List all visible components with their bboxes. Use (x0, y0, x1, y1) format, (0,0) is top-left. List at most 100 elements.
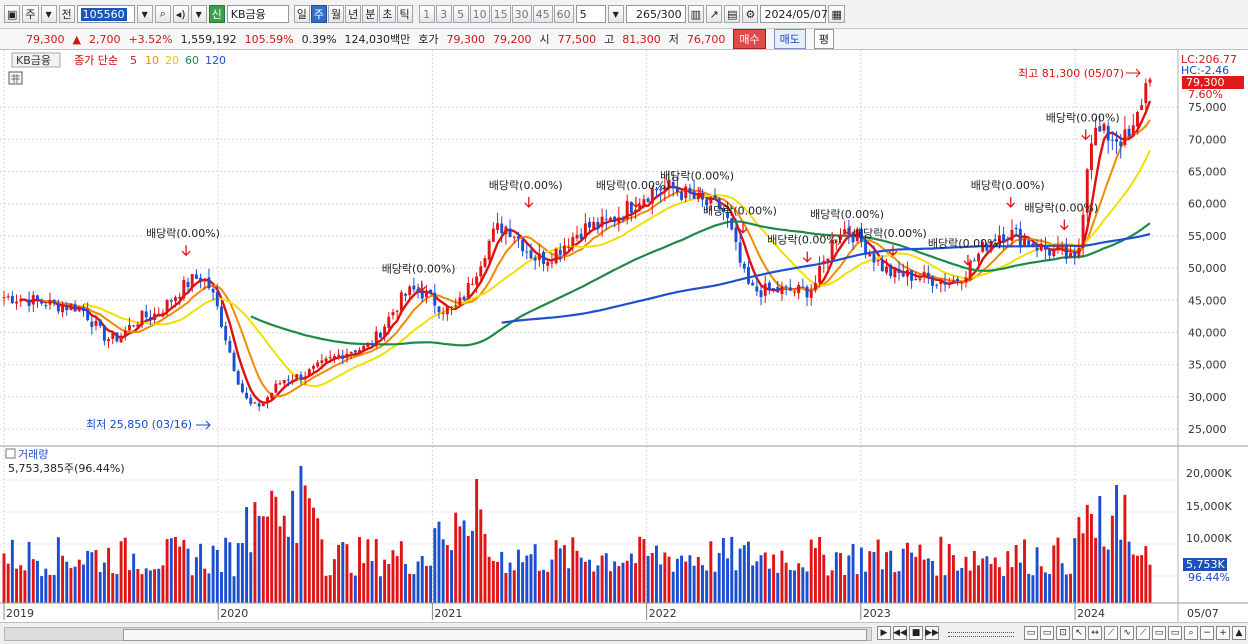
scrollbar-thumb[interactable] (123, 629, 867, 641)
candle-body (885, 266, 888, 273)
table-icon[interactable] (8, 71, 23, 85)
plus-icon[interactable]: + (1216, 626, 1230, 640)
eval-button[interactable]: 평 (813, 29, 835, 49)
period-tab-3[interactable]: 년 (345, 5, 362, 23)
arrow-up-icon[interactable]: ▲ (1232, 626, 1246, 640)
horizontal-scrollbar[interactable] (4, 627, 872, 641)
interval-select[interactable]: 5 (575, 5, 606, 23)
dividend-arrow-icon (1059, 219, 1069, 231)
candle-body (692, 191, 696, 199)
volume-bar (558, 548, 562, 603)
date-input[interactable]: 2024/05/07 (760, 5, 828, 23)
window-icon[interactable]: ▣ (4, 5, 21, 23)
prev-button[interactable]: 전 (58, 5, 75, 23)
number-button-3[interactable]: 3 (435, 5, 452, 23)
chevron-down-icon[interactable]: ▼ (136, 5, 153, 23)
rewind-icon[interactable]: ◀◀ (893, 626, 907, 640)
number-button-10[interactable]: 10 (469, 5, 490, 23)
candle-body (575, 234, 579, 239)
volume-bar (525, 555, 529, 603)
volume-bar (358, 537, 361, 603)
tool-icon-2[interactable]: ▭ (1040, 626, 1054, 640)
search-icon[interactable]: ⌕ (154, 5, 171, 23)
volume-bar (1119, 539, 1123, 603)
stock-chart[interactable]: 최고 81,300 (05/07) 최저 25,850 (03/16) 배당락(0.… (0, 50, 1248, 622)
volume-bar (278, 526, 282, 603)
volume-bar (755, 561, 759, 603)
count-input[interactable]: 265/300 (625, 5, 686, 23)
candle-body (174, 297, 177, 302)
tool-icon-6[interactable]: ⟋ (1104, 626, 1118, 640)
candle-icon[interactable]: ▥ (687, 5, 705, 23)
candle-body (671, 181, 675, 189)
sell-button[interactable]: 매도 (773, 29, 806, 49)
number-button-45[interactable]: 45 (532, 5, 553, 23)
volume-bar (550, 559, 554, 603)
candle-body (914, 278, 918, 280)
tool-icon-9[interactable]: ▭ (1152, 626, 1166, 640)
volume-bar (659, 564, 663, 603)
zoom-icon[interactable]: ⌕ (1184, 626, 1198, 640)
volume-bar (199, 543, 203, 603)
candle-body (880, 261, 884, 272)
low-arrow-icon (196, 420, 211, 430)
tool-icon-5[interactable]: ↔ (1088, 626, 1102, 640)
volume-bar (178, 546, 182, 603)
volume-bar (533, 544, 537, 603)
volume-bar (922, 559, 926, 603)
volume-bar (638, 536, 642, 603)
number-button-15[interactable]: 15 (490, 5, 511, 23)
period-tab-4[interactable]: 분 (362, 5, 379, 23)
period-tab-0[interactable]: 일 (293, 5, 310, 23)
minus-icon[interactable]: − (1200, 626, 1214, 640)
candle-body (94, 320, 98, 326)
gear-icon[interactable]: ⚙ (742, 5, 759, 23)
volume-bar (1098, 495, 1102, 603)
period-type-select[interactable]: 주 (22, 5, 39, 23)
period-tab-1[interactable]: 주 (310, 5, 328, 23)
stop-icon[interactable]: ■ (909, 626, 923, 640)
play-icon[interactable]: ▶ (877, 626, 891, 640)
tool-icon-4[interactable]: ↖ (1072, 626, 1086, 640)
tool-icon-8[interactable]: ⟋ (1136, 626, 1150, 640)
number-button-5[interactable]: 5 (452, 5, 469, 23)
period-tab-6[interactable]: 틱 (396, 5, 413, 23)
tool-icon-3[interactable]: ⊡ (1056, 626, 1070, 640)
volume-bar (880, 569, 884, 603)
candle-body (1039, 243, 1043, 251)
buy-button[interactable]: 매수 (733, 29, 766, 49)
number-button-30[interactable]: 30 (511, 5, 532, 23)
chevron-down-icon[interactable]: ▼ (40, 5, 57, 23)
period-tab-2[interactable]: 월 (328, 5, 345, 23)
speed-slider[interactable] (948, 632, 1014, 637)
candle-body (1010, 229, 1014, 241)
forward-icon[interactable]: ▶▶ (925, 626, 939, 640)
candle-body (224, 326, 228, 341)
price-axis: 75,000 70,000 65,000 60,000 55,000 50,000 45,0… (1188, 101, 1227, 436)
dividend-arrow-icon (417, 280, 427, 292)
save-icon[interactable]: ▤ (724, 5, 741, 23)
calendar-icon[interactable]: ▦ (828, 5, 845, 23)
volume-bar (596, 565, 600, 603)
candle-body (943, 281, 947, 285)
volume-bar (23, 570, 27, 603)
candle-body (220, 306, 223, 327)
volume-bar (203, 568, 207, 603)
volume-bar (475, 479, 479, 603)
chevron-down-icon[interactable]: ▼ (190, 5, 207, 23)
chevron-down-icon[interactable]: ▼ (607, 5, 624, 23)
candle-body (215, 291, 219, 307)
tool-icon-7[interactable]: ∿ (1120, 626, 1134, 640)
candle-body (23, 298, 27, 300)
high-price: 81,300 (622, 32, 661, 46)
tool-icon-1[interactable]: ▭ (1024, 626, 1038, 640)
number-button-60[interactable]: 60 (553, 5, 574, 23)
tool-icon-10[interactable]: ▭ (1168, 626, 1182, 640)
number-button-1[interactable]: 1 (418, 5, 435, 23)
stock-name-field[interactable]: KB금융 (226, 5, 289, 23)
period-tab-5[interactable]: 초 (379, 5, 396, 23)
line-chart-icon[interactable]: ↗ (706, 5, 723, 23)
code-input[interactable]: 105560 (76, 5, 135, 23)
candle-body (558, 249, 562, 255)
speaker-icon[interactable]: ◂) (172, 5, 189, 23)
